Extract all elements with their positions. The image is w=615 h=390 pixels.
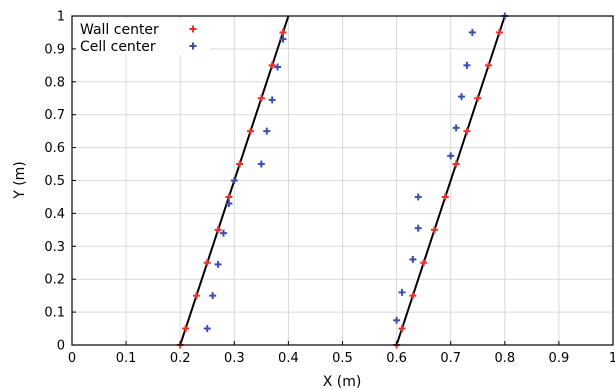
legend-marker-wall-center-plus (189, 25, 197, 33)
cell-center-point (203, 325, 211, 333)
y-tick-label: 0.4 (44, 207, 65, 222)
wall-center-point (441, 193, 449, 201)
cell-center-point (458, 93, 466, 101)
wall-center-point (398, 325, 406, 333)
cell-center-point (274, 63, 282, 71)
wall-center-point (420, 259, 428, 267)
cell-center-point (463, 61, 471, 69)
cell-center-point (452, 124, 460, 132)
y-tick-label: 0.7 (44, 108, 65, 123)
legend-background (76, 19, 210, 55)
wall-center-point (279, 28, 287, 36)
legend-marker-cell-center (189, 42, 197, 50)
wall-center-point (409, 292, 417, 300)
cell-center-point (214, 260, 222, 268)
legend-label-cell-center: Cell center (80, 39, 156, 55)
wall-center-point (430, 226, 438, 234)
y-tick-label: 0.8 (44, 75, 65, 90)
x-tick-label: 0.1 (116, 351, 137, 366)
x-tick-label: 0.8 (494, 351, 515, 366)
wall-center-point (247, 127, 255, 135)
cell-center-point (279, 35, 287, 43)
y-axis-label: Y (m) (12, 161, 28, 200)
y-tick-label: 0.3 (44, 240, 65, 255)
cell-center-point (230, 177, 238, 184)
grid (71, 15, 614, 346)
wall-center-point (268, 61, 276, 69)
x-tick-label: 0.9 (549, 351, 570, 366)
y-tick-label: 0 (57, 339, 65, 354)
cell-center-point (225, 200, 233, 208)
legend-marker-wall-center (189, 25, 197, 33)
cell-center-point (414, 193, 422, 201)
x-tick-label: 0.2 (170, 351, 191, 366)
cell-center-point (268, 96, 276, 104)
x-axis-label: X (m) (323, 374, 362, 390)
cell-center-point (398, 288, 406, 296)
cell-center-point (257, 160, 265, 168)
y-tick-label: 1 (57, 10, 65, 25)
legend-label-wall-center: Wall center (80, 22, 159, 38)
wall-center-point (225, 193, 233, 201)
wall-center-point (236, 160, 244, 168)
cell-center-point (468, 28, 476, 36)
x-tick-label: 0 (68, 351, 76, 366)
y-tick-label: 0.5 (44, 174, 65, 189)
wall-center-point (474, 94, 482, 102)
x-tick-label: 0.7 (440, 351, 461, 366)
x-tick-label: 1 (609, 351, 615, 366)
y-tick-label: 0.2 (44, 273, 65, 288)
x-tick-label: 0.5 (332, 351, 353, 366)
cell-center-point (409, 255, 417, 263)
wall-center-point (182, 325, 190, 333)
wall-center-point (495, 28, 503, 36)
cell-center-point (263, 127, 271, 135)
x-tick-label: 0.3 (224, 351, 245, 366)
y-axis-ticks: 0 0.1 0.2 0.3 0.4 0.5 0.6 0.7 0.8 0.9 1 (44, 10, 76, 354)
x-axis-ticks: 0 0.1 0.2 0.3 0.4 0.5 0.6 0.7 0.8 0.9 1 (68, 341, 615, 366)
legend-marker-cell-center-plus (189, 42, 197, 50)
x-tick-label: 0.6 (386, 351, 407, 366)
y-tick-label: 0.9 (44, 42, 65, 57)
cell-center-point (447, 152, 455, 160)
wall-center-point (192, 292, 200, 300)
y-tick-label: 0.6 (44, 141, 65, 156)
wall-center-point (214, 226, 222, 234)
wall-center-point (463, 127, 471, 135)
cell-center-point (414, 224, 422, 232)
cell-center-point (393, 316, 401, 324)
wall-center-point (485, 61, 493, 69)
y-tick-label: 0.1 (44, 306, 65, 321)
legend: Wall center Cell center (76, 19, 210, 55)
cell-center-point (209, 292, 217, 300)
wall-center-point (257, 94, 265, 102)
x-tick-label: 0.4 (278, 351, 299, 366)
wall-center-point (203, 259, 211, 267)
wall-line (395, 15, 506, 346)
cell-center-point (219, 229, 227, 237)
wall-center-point (452, 160, 460, 168)
